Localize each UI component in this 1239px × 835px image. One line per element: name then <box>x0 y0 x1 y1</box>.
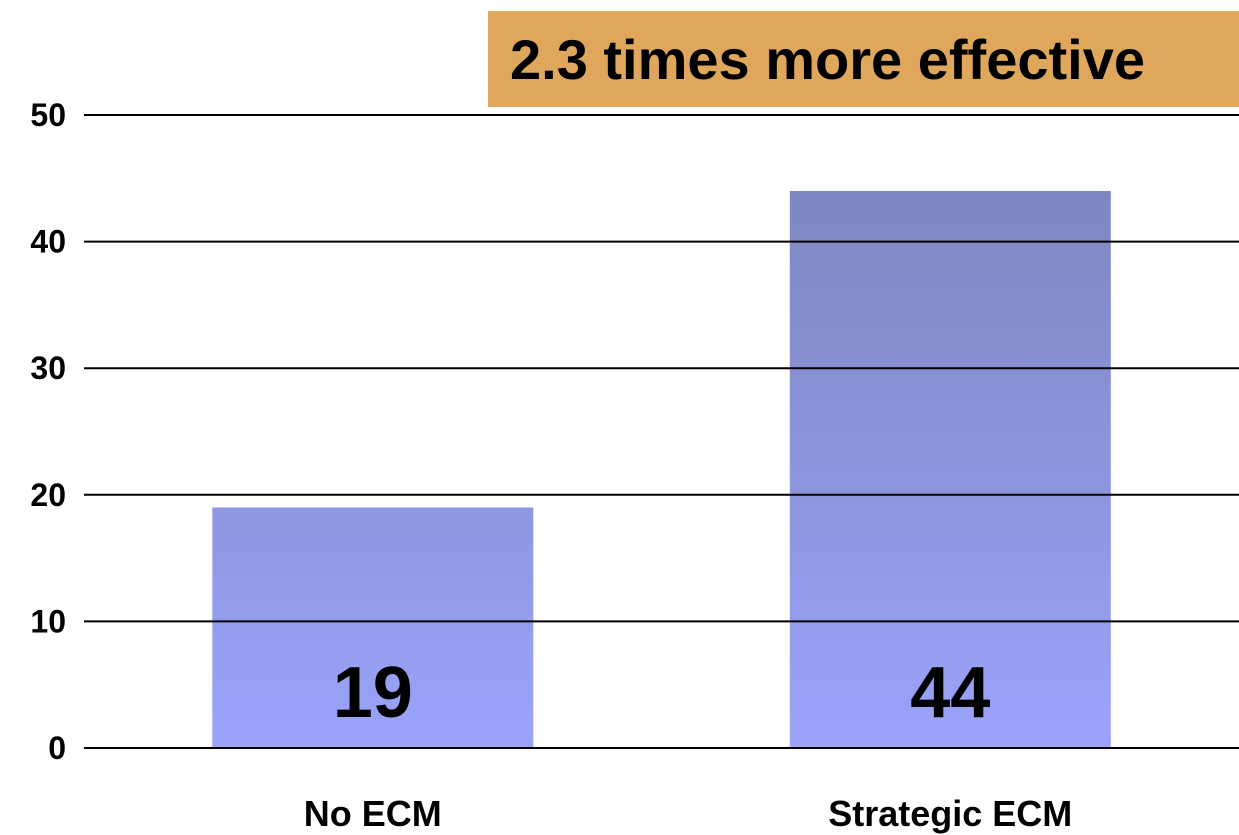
bar-1 <box>789 191 1111 748</box>
bar-0 <box>212 507 534 748</box>
y-tick-label-0: 0 <box>48 730 66 766</box>
data-labels: 19 44 <box>333 653 991 733</box>
annotation-background <box>488 11 1239 107</box>
y-tick-label-1: 10 <box>30 603 66 639</box>
y-tick-label-4: 40 <box>30 224 66 260</box>
data-label-1: 44 <box>910 653 990 733</box>
y-tick-label-3: 30 <box>30 350 66 386</box>
x-tick-label-0: No ECM <box>304 793 442 834</box>
y-tick-label-2: 20 <box>30 477 66 513</box>
x-axis-category-labels: No ECM Strategic ECM <box>304 793 1073 834</box>
bars-layer <box>212 191 1111 748</box>
x-tick-label-1: Strategic ECM <box>828 793 1072 834</box>
effectiveness-annotation: 2.3 times more effective <box>510 27 1145 91</box>
gridlines <box>84 114 1239 749</box>
y-tick-label-5: 50 <box>30 97 66 133</box>
data-label-0: 19 <box>333 653 413 733</box>
y-axis-tick-labels: 0 10 20 30 40 50 <box>30 97 66 766</box>
